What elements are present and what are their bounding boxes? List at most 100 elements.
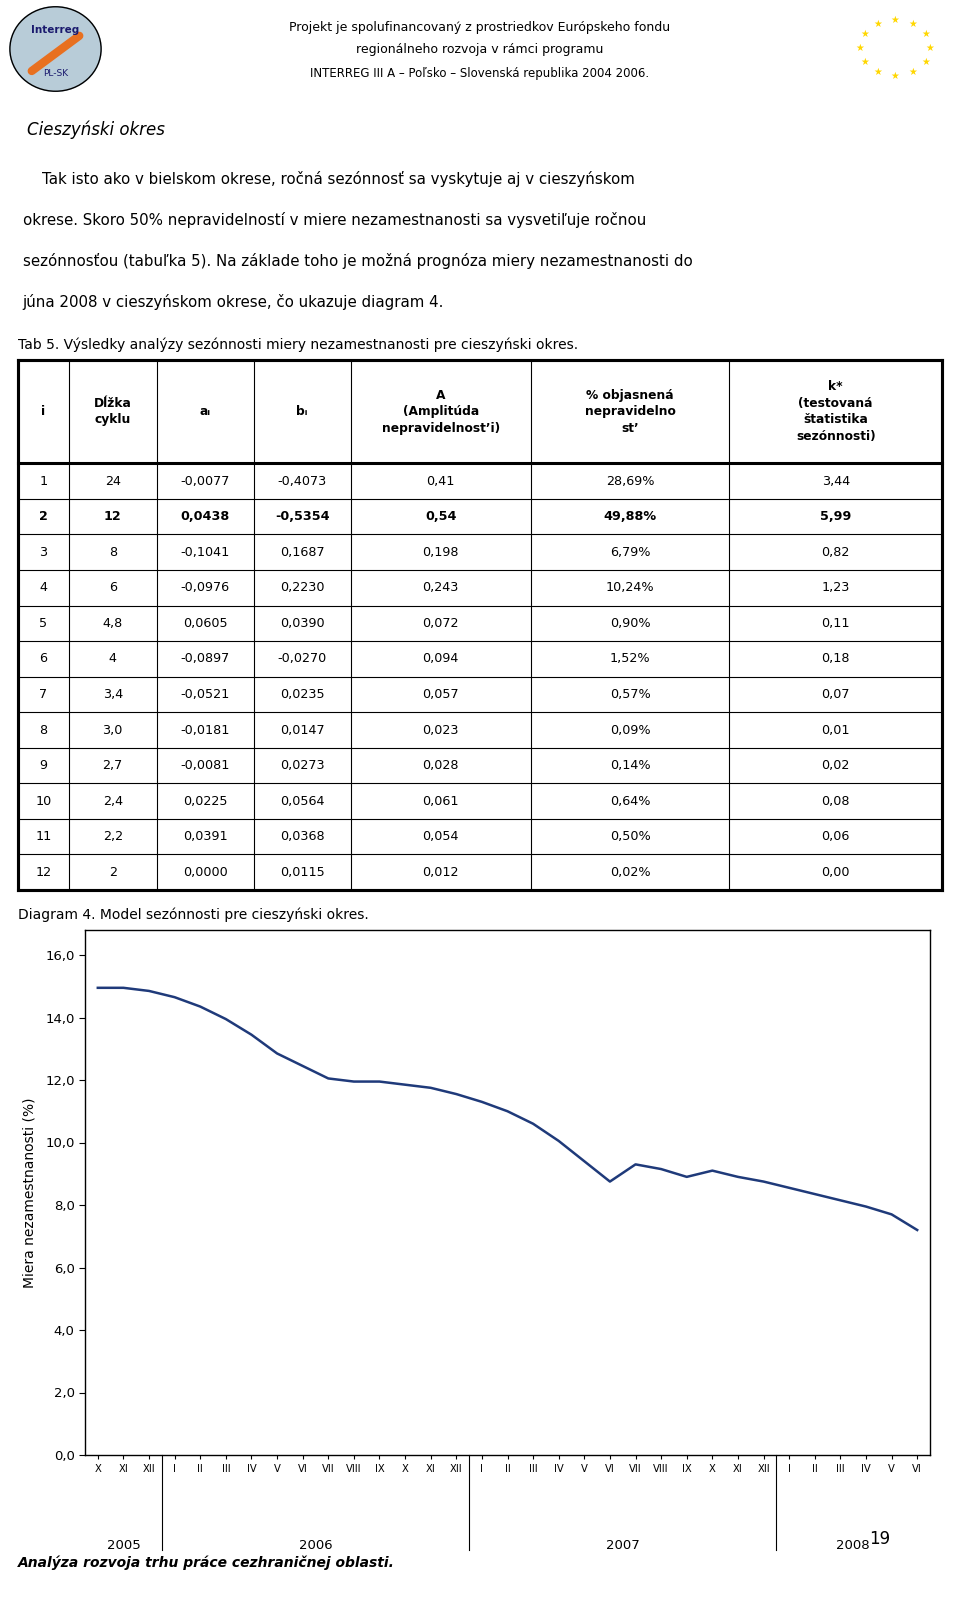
Text: % objasnená
nepravidelno
stʼ: % objasnená nepravidelno stʼ [585, 388, 676, 435]
Text: ★: ★ [891, 14, 900, 26]
Text: 0,18: 0,18 [822, 652, 850, 665]
Text: 0,054: 0,054 [422, 831, 459, 844]
Text: 11: 11 [36, 831, 52, 844]
Text: ★: ★ [891, 70, 900, 81]
Text: 0,11: 0,11 [822, 617, 850, 630]
Text: 5: 5 [39, 617, 47, 630]
Text: 3,0: 3,0 [103, 724, 123, 737]
Text: INTERREG III A – Poľsko – Slovenská republika 2004 2006.: INTERREG III A – Poľsko – Slovenská repu… [310, 67, 650, 80]
Text: -0,1041: -0,1041 [180, 547, 229, 559]
Text: Analýza rozvoja trhu práce cezhraničnej oblasti.: Analýza rozvoja trhu práce cezhraničnej … [18, 1556, 395, 1571]
Text: 12: 12 [36, 866, 52, 879]
Text: 0,0438: 0,0438 [180, 510, 229, 523]
Text: 49,88%: 49,88% [604, 510, 657, 523]
Text: PL-SK: PL-SK [43, 69, 68, 78]
Text: júna 2008 v cieszyńskom okrese, čo ukazuje diagram 4.: júna 2008 v cieszyńskom okrese, čo ukazu… [23, 294, 444, 310]
Text: 0,54: 0,54 [425, 510, 457, 523]
Text: 0,0564: 0,0564 [280, 794, 324, 807]
Text: Dĺžka
cyklu: Dĺžka cyklu [94, 396, 132, 427]
Text: 0,57%: 0,57% [610, 689, 651, 702]
Text: ★: ★ [908, 19, 917, 29]
Text: 2,2: 2,2 [103, 831, 123, 844]
Text: 0,072: 0,072 [422, 617, 459, 630]
Text: -0,0976: -0,0976 [180, 582, 229, 594]
Text: 0,07: 0,07 [822, 689, 850, 702]
Text: 0,64%: 0,64% [610, 794, 651, 807]
Text: 0,06: 0,06 [822, 831, 850, 844]
Text: 0,50%: 0,50% [610, 831, 651, 844]
Text: 24: 24 [105, 475, 121, 487]
Text: 0,0605: 0,0605 [182, 617, 228, 630]
Text: Tab 5. Výsledky analýzy sezónnosti miery nezamestnanosti pre cieszyński okres.: Tab 5. Výsledky analýzy sezónnosti miery… [18, 337, 578, 352]
Text: 19: 19 [870, 1529, 891, 1548]
Text: 0,012: 0,012 [422, 866, 459, 879]
Text: 0,1687: 0,1687 [279, 547, 324, 559]
Text: k*
(testovaná
štatistika
sezónnosti): k* (testovaná štatistika sezónnosti) [796, 380, 876, 443]
Text: -0,4073: -0,4073 [277, 475, 326, 487]
Text: 2: 2 [108, 866, 117, 879]
Text: -0,0181: -0,0181 [180, 724, 229, 737]
Text: Tak isto ako v bielskom okrese, ročná sezónnosť sa vyskytuje aj v cieszyńskom: Tak isto ako v bielskom okrese, ročná se… [23, 171, 635, 187]
Text: -0,0897: -0,0897 [180, 652, 229, 665]
Text: 0,0273: 0,0273 [279, 759, 324, 772]
Text: 2,4: 2,4 [103, 794, 123, 807]
Text: 12: 12 [104, 510, 122, 523]
Text: ★: ★ [921, 58, 929, 67]
Text: 8: 8 [39, 724, 47, 737]
Text: 4,8: 4,8 [103, 617, 123, 630]
Text: i: i [41, 406, 45, 419]
Text: aᵢ: aᵢ [200, 406, 210, 419]
Text: 1,52%: 1,52% [610, 652, 651, 665]
Text: 2007: 2007 [606, 1539, 639, 1552]
Text: 0,243: 0,243 [422, 582, 459, 594]
Text: 0,057: 0,057 [422, 689, 459, 702]
Text: -0,5354: -0,5354 [275, 510, 329, 523]
Circle shape [10, 6, 101, 91]
Text: bᵢ: bᵢ [297, 406, 308, 419]
Text: 0,061: 0,061 [422, 794, 459, 807]
Text: 5,99: 5,99 [820, 510, 852, 523]
Text: 4: 4 [39, 582, 47, 594]
Text: okrese. Skoro 50% nepravidelností v miere nezamestnanosti sa vysvetiľuje ročnou: okrese. Skoro 50% nepravidelností v mier… [23, 213, 646, 229]
Text: 2: 2 [39, 510, 48, 523]
Text: Interreg: Interreg [32, 24, 80, 35]
Text: 28,69%: 28,69% [606, 475, 655, 487]
Text: 0,14%: 0,14% [610, 759, 651, 772]
Text: ★: ★ [874, 67, 882, 77]
Text: 1,23: 1,23 [822, 582, 850, 594]
Text: ★: ★ [860, 29, 869, 38]
Text: 8: 8 [108, 547, 117, 559]
Text: 0,90%: 0,90% [610, 617, 651, 630]
Text: -0,0077: -0,0077 [180, 475, 229, 487]
Text: -0,0270: -0,0270 [277, 652, 326, 665]
Text: 6: 6 [108, 582, 117, 594]
Text: -0,0081: -0,0081 [180, 759, 229, 772]
Text: 6,79%: 6,79% [610, 547, 651, 559]
Text: 0,08: 0,08 [822, 794, 850, 807]
Text: 4: 4 [108, 652, 117, 665]
Text: 0,023: 0,023 [422, 724, 459, 737]
Text: 3: 3 [39, 547, 47, 559]
Text: 2,7: 2,7 [103, 759, 123, 772]
Text: 0,198: 0,198 [422, 547, 459, 559]
Text: 0,0368: 0,0368 [279, 831, 324, 844]
Text: 0,0000: 0,0000 [182, 866, 228, 879]
Text: 0,02: 0,02 [822, 759, 850, 772]
Text: 6: 6 [39, 652, 47, 665]
Text: 10: 10 [36, 794, 52, 807]
Text: Cieszyński okres: Cieszyński okres [27, 120, 165, 139]
Text: ★: ★ [908, 67, 917, 77]
Text: ★: ★ [860, 58, 869, 67]
Text: sezónnosťou (tabuľka 5). Na základe toho je možná prognóza miery nezamestnanosti: sezónnosťou (tabuľka 5). Na základe toho… [23, 252, 692, 268]
Y-axis label: Miera nezamestnanosti (%): Miera nezamestnanosti (%) [23, 1098, 36, 1288]
Text: 9: 9 [39, 759, 47, 772]
Text: 3,44: 3,44 [822, 475, 850, 487]
Text: A
(Amplitúda
nepravidelnostʼi): A (Amplitúda nepravidelnostʼi) [382, 388, 500, 435]
Text: regionálneho rozvoja v rámci programu: regionálneho rozvoja v rámci programu [356, 43, 604, 56]
Text: ★: ★ [855, 43, 864, 53]
Text: 0,0147: 0,0147 [279, 724, 324, 737]
Text: 7: 7 [39, 689, 47, 702]
Text: 1: 1 [39, 475, 47, 487]
Text: 0,0225: 0,0225 [182, 794, 228, 807]
Text: 0,00: 0,00 [822, 866, 850, 879]
